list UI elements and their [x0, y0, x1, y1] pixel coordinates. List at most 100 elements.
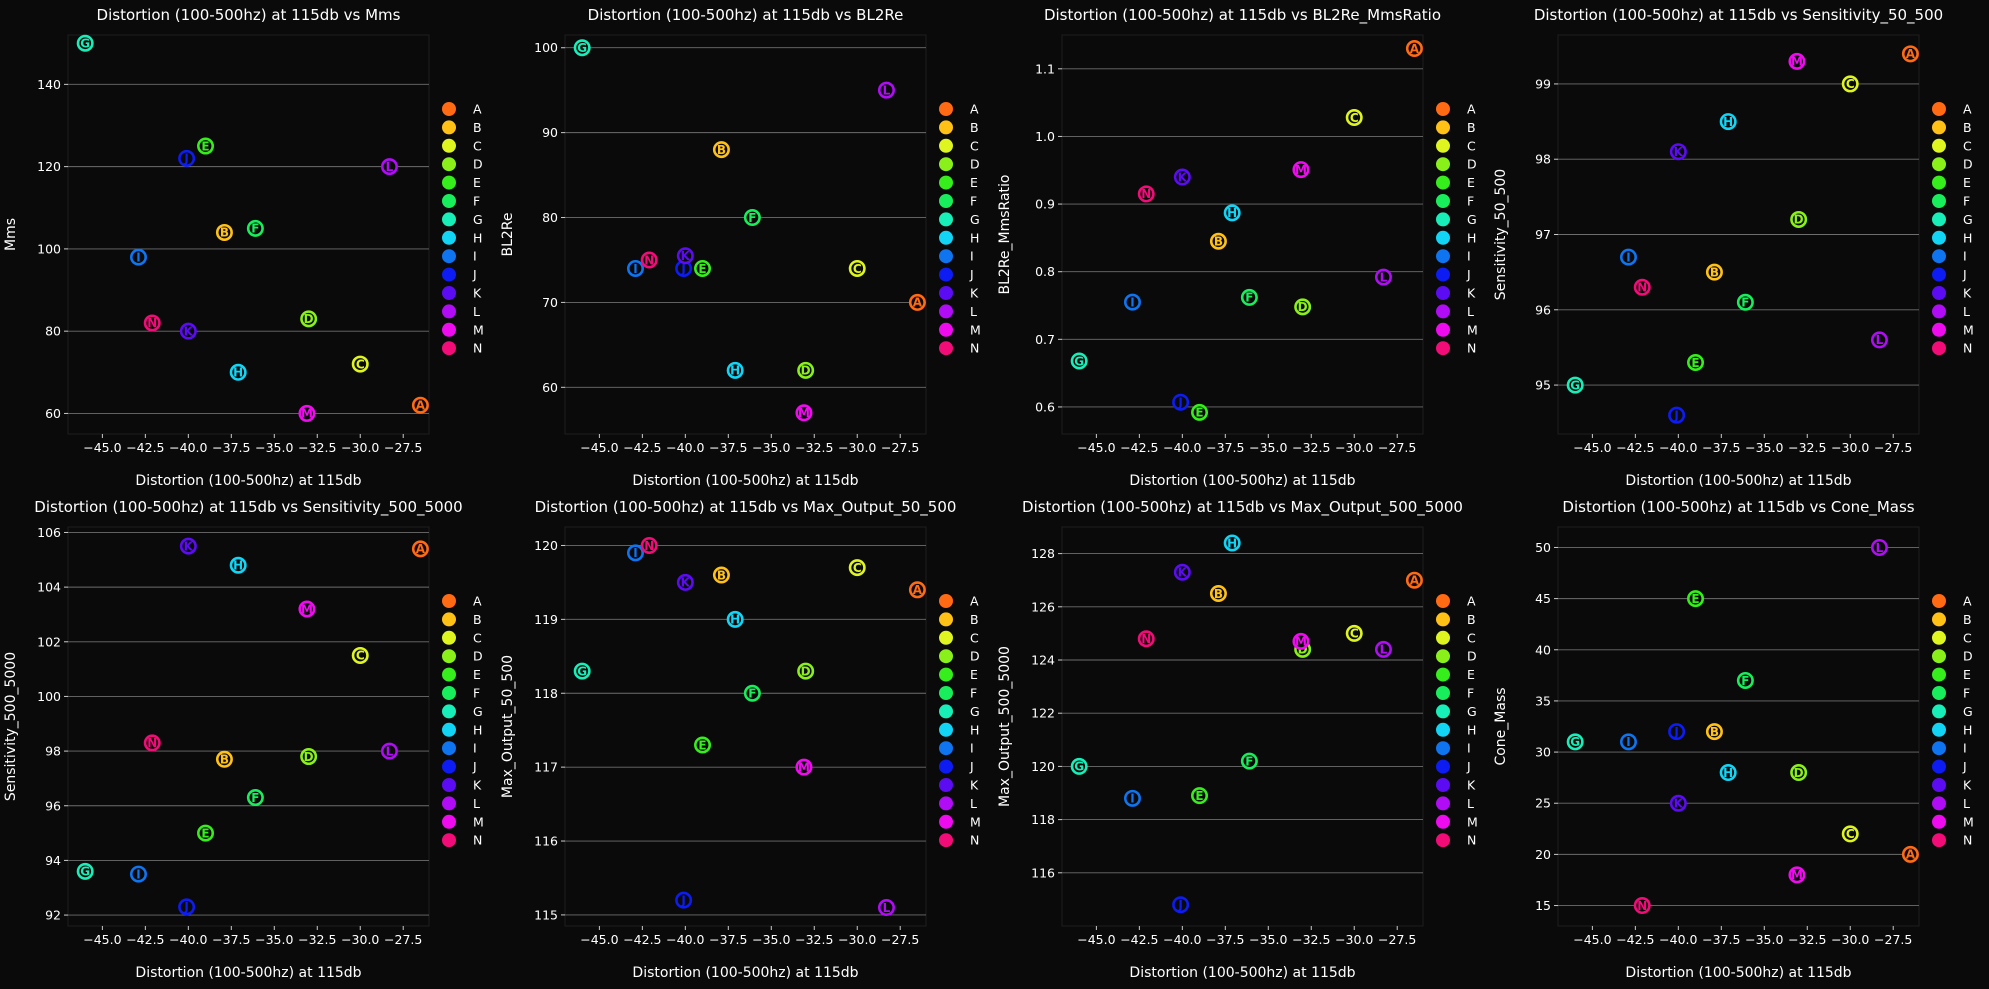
legend-item-j: J [939, 759, 974, 774]
point-marker [908, 581, 926, 599]
plot-area [1557, 526, 1920, 927]
x-tick-label: −40.0 [169, 440, 207, 455]
point-marker [1240, 752, 1258, 770]
y-tick-label: 96 [45, 798, 61, 813]
legend-label: B [970, 612, 979, 627]
data-point-m: M [1788, 866, 1806, 884]
y-tick-label: 116 [1031, 865, 1055, 880]
legend-item-m: M [1436, 322, 1478, 337]
legend-item-n: N [939, 341, 979, 356]
point-marker [300, 310, 318, 328]
point-marker [694, 259, 712, 277]
point-marker [1209, 584, 1227, 602]
point-marker [179, 537, 197, 555]
point-label: N [147, 316, 157, 330]
legend-marker [939, 286, 953, 300]
y-tick-label: 120 [37, 159, 61, 174]
data-point-i: I [626, 259, 644, 277]
point-marker [676, 247, 694, 265]
legend-label: A [970, 594, 979, 609]
x-tick-label: −27.5 [384, 440, 422, 455]
legend-item-h: H [442, 722, 482, 737]
point-label: A [416, 399, 426, 413]
data-point-d: D [1790, 764, 1808, 782]
y-tick-label: 90 [542, 125, 558, 140]
legend-label: E [1467, 667, 1475, 682]
y-axis-label: BL2Re [500, 212, 516, 256]
legend-item-f: F [1932, 194, 1970, 209]
legend-marker [1932, 120, 1946, 135]
legend-marker [442, 833, 456, 848]
legend-label: H [473, 230, 482, 245]
legend-item-d: D [1932, 649, 1973, 664]
point-label: A [1906, 848, 1916, 862]
legend-item-m: M [442, 322, 484, 337]
x-tick-label: −45.0 [580, 932, 618, 947]
y-tick-label: 0.7 [1035, 332, 1055, 347]
legend-label: M [970, 322, 981, 337]
legend-item-e: E [1932, 175, 1971, 190]
legend-item-c: C [939, 138, 979, 153]
legend-item-c: C [1932, 138, 1972, 153]
x-tick-label: −35.0 [1745, 440, 1783, 455]
point-marker [1374, 268, 1392, 286]
data-point-a: A [908, 293, 926, 311]
x-tick-label: −40.0 [1659, 932, 1697, 947]
point-marker [1123, 789, 1141, 807]
legend-marker [1436, 249, 1450, 264]
legend-marker [1932, 286, 1946, 300]
data-point-c: C [351, 646, 369, 664]
data-point-f: F [1240, 752, 1258, 770]
legend-item-a: A [442, 594, 482, 609]
point-marker [1345, 624, 1363, 642]
legend-marker [1436, 322, 1450, 337]
y-tick-label: 104 [37, 580, 61, 595]
x-tick-label: −37.5 [212, 932, 250, 947]
legend-label: I [970, 741, 974, 756]
point-label: A [913, 583, 923, 597]
data-point-m: M [298, 404, 316, 422]
point-marker [76, 862, 94, 880]
legend-label: G [473, 212, 483, 227]
legend-item-d: D [442, 649, 483, 664]
data-point-a: A [1901, 845, 1919, 863]
x-tick-label: −37.5 [1206, 932, 1244, 947]
point-label: L [386, 744, 394, 758]
data-point-d: D [1294, 298, 1312, 316]
legend-marker [939, 778, 953, 792]
legend-marker [1932, 612, 1946, 627]
legend-marker [442, 249, 456, 264]
legend-label: N [1467, 833, 1476, 848]
legend-item-f: F [1436, 686, 1474, 701]
data-point-i: I [1123, 293, 1141, 311]
data-point-f: F [246, 789, 264, 807]
legend-marker [1436, 267, 1450, 282]
legend-item-n: N [1436, 341, 1476, 356]
legend-label: J [1466, 267, 1471, 282]
legend-item-j: J [1932, 267, 1967, 282]
point-label: L [1876, 333, 1884, 347]
data-point-i: I [1123, 789, 1141, 807]
point-marker [1633, 278, 1651, 296]
legend-item-b: B [442, 120, 482, 135]
data-point-a: A [1901, 45, 1919, 63]
point-marker [1687, 590, 1705, 608]
legend-label: F [473, 194, 480, 209]
point-marker [694, 736, 712, 754]
legend-item-l: L [442, 304, 480, 319]
y-tick-label: 97 [1535, 227, 1551, 242]
plot-area [1061, 34, 1424, 435]
legend-marker [1436, 796, 1450, 811]
x-tick-label: −37.5 [709, 932, 747, 947]
point-marker [129, 248, 147, 266]
data-point-h: H [1719, 113, 1737, 131]
legend-label: C [1467, 630, 1476, 645]
data-point-g: G [1070, 352, 1088, 370]
point-marker [1788, 52, 1806, 70]
y-tick-label: 124 [1031, 653, 1055, 668]
data-point-d: D [300, 748, 318, 766]
x-tick-label: −40.0 [1163, 932, 1201, 947]
point-marker [1223, 204, 1241, 222]
legend-marker [939, 341, 953, 356]
